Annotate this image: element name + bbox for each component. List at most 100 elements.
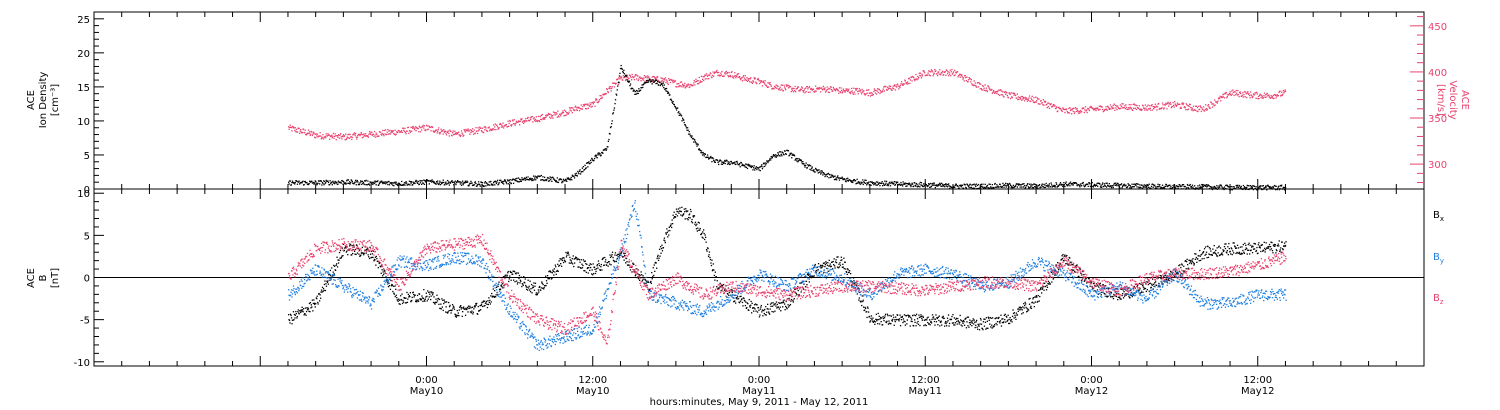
series-point — [375, 132, 377, 134]
bx-point — [424, 298, 426, 300]
series-point — [549, 113, 551, 115]
series-point — [1205, 107, 1207, 110]
bx-point — [503, 276, 505, 278]
series-point — [1250, 94, 1252, 96]
bx-point — [483, 305, 485, 307]
series-point — [1144, 109, 1146, 111]
series-point — [1043, 100, 1046, 102]
series-point — [289, 180, 291, 182]
series-point — [854, 93, 856, 95]
series-point — [440, 130, 443, 132]
series-point — [1199, 186, 1201, 188]
series-point — [993, 90, 995, 93]
bx-point — [469, 311, 472, 313]
series-point — [665, 79, 668, 81]
series-point — [929, 182, 931, 185]
series-point — [824, 87, 826, 89]
series-point — [1150, 187, 1152, 189]
series-point — [1020, 98, 1022, 100]
series-point — [961, 74, 963, 76]
series-point — [820, 170, 822, 172]
series-point — [1093, 108, 1095, 110]
series-point — [661, 83, 663, 85]
series-point — [656, 82, 658, 84]
series-point — [1103, 183, 1105, 185]
series-point — [520, 179, 522, 181]
series-point — [1165, 102, 1167, 104]
series-point — [984, 183, 986, 185]
series-point — [1068, 112, 1071, 114]
series-point — [1120, 183, 1123, 185]
series-point — [1097, 108, 1099, 111]
series-point — [475, 182, 477, 185]
bx-point — [333, 273, 335, 275]
series-point — [1088, 182, 1090, 184]
bx-point — [526, 288, 528, 290]
bx-point — [832, 260, 834, 263]
bx-point — [460, 305, 462, 307]
series-point — [944, 186, 946, 188]
series-point — [764, 83, 766, 85]
bx-point — [383, 269, 385, 271]
series-point — [1059, 108, 1062, 110]
bx-point — [476, 302, 478, 305]
series-point — [476, 132, 479, 135]
series-point — [1182, 184, 1185, 186]
series-point — [1252, 93, 1255, 95]
bx-point — [683, 208, 685, 210]
series-point — [999, 94, 1001, 97]
series-point — [729, 75, 731, 77]
series-point — [568, 111, 570, 113]
bx-point — [328, 274, 330, 276]
series-point — [617, 78, 619, 80]
series-point — [1141, 187, 1144, 189]
series-point — [1192, 105, 1195, 107]
bx-point — [425, 296, 427, 298]
bx-point — [832, 268, 834, 270]
series-point — [982, 89, 984, 91]
series-point — [653, 76, 655, 78]
series-point — [907, 81, 909, 83]
series-point — [352, 134, 354, 136]
bx-point — [625, 262, 627, 264]
bx-point — [508, 278, 510, 280]
series-point — [438, 132, 440, 134]
series-point — [1206, 186, 1208, 188]
bx-point — [441, 306, 443, 308]
series-point — [981, 185, 983, 187]
bx-point — [348, 248, 350, 250]
series-point — [626, 75, 628, 77]
series-point — [1253, 185, 1256, 188]
series-point — [1172, 184, 1174, 187]
series-point — [1145, 186, 1147, 188]
series-point — [743, 79, 745, 81]
series-point — [694, 81, 696, 83]
series-point — [1230, 93, 1232, 95]
series-point — [858, 88, 860, 90]
series-point — [1149, 107, 1151, 109]
series-point — [950, 75, 952, 77]
bx-point — [857, 288, 859, 290]
series-point — [446, 183, 448, 185]
series-point — [1076, 108, 1078, 110]
series-point — [885, 86, 887, 88]
series-point — [995, 186, 997, 188]
bx-point — [758, 309, 760, 311]
series-point — [1186, 109, 1189, 111]
bx-point — [423, 299, 425, 301]
series-point — [626, 76, 628, 78]
bx-point — [587, 272, 589, 274]
series-point — [459, 183, 461, 185]
series-point — [520, 180, 522, 182]
series-point — [368, 130, 371, 133]
series-point — [836, 87, 838, 90]
series-point — [553, 178, 555, 180]
series-point — [454, 132, 457, 134]
series-point — [469, 133, 471, 135]
bx-point — [309, 302, 312, 304]
bx-point — [609, 256, 612, 258]
series-point — [1202, 184, 1204, 186]
series-point — [562, 181, 564, 183]
series-point — [720, 163, 723, 165]
series-point — [1175, 104, 1177, 106]
